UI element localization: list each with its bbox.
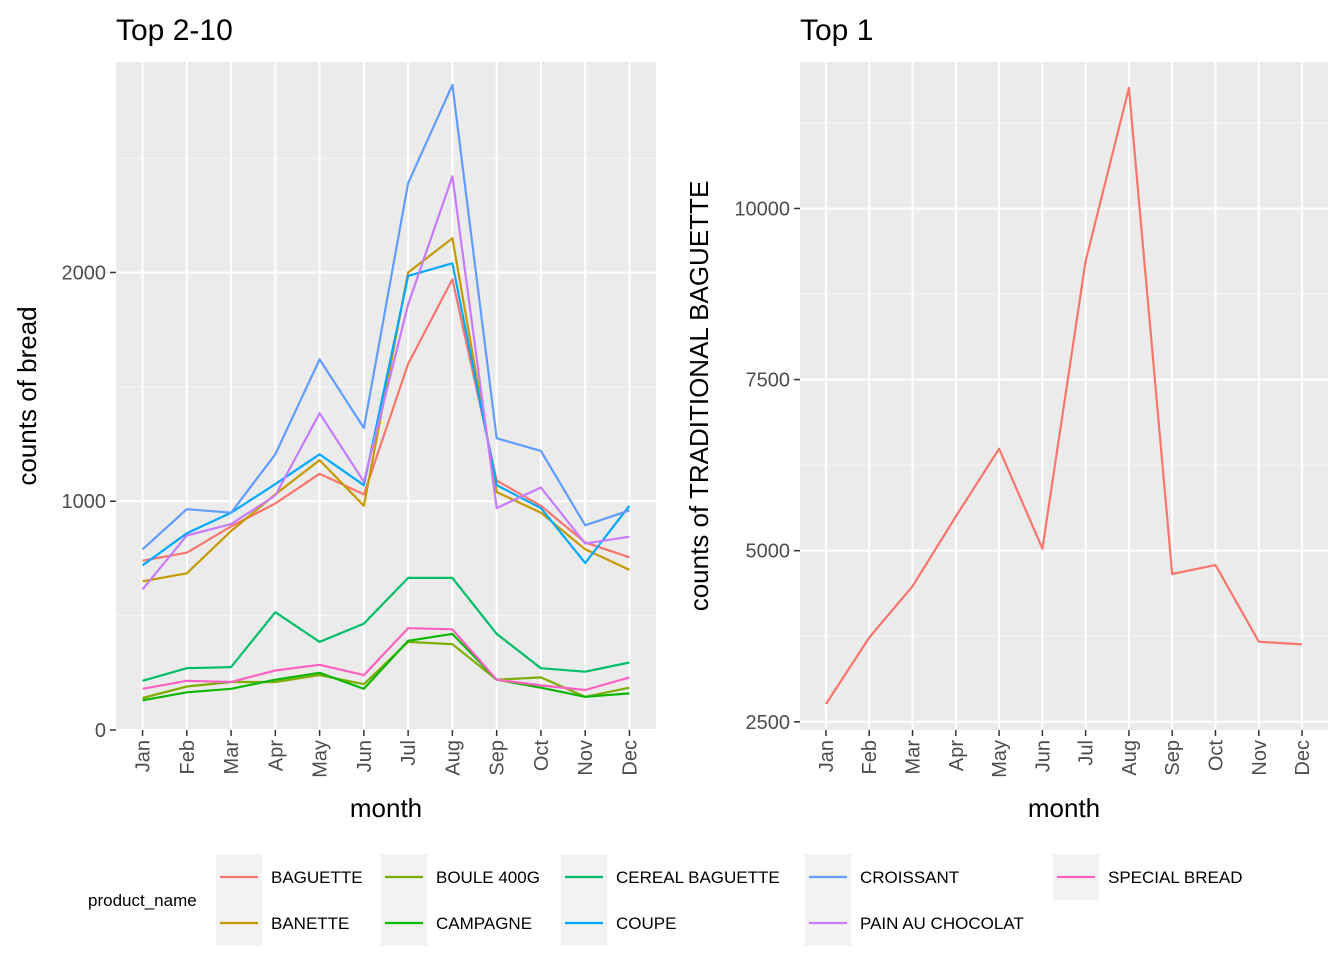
series-line-cereal-baguette	[142, 576, 630, 682]
x-tick-label: Oct	[1205, 740, 1227, 772]
y-tick-label: 2000	[62, 262, 107, 284]
series-line-baguette	[142, 278, 630, 562]
x-tick-label: Jan	[133, 740, 155, 772]
x-tick-label: Feb	[177, 740, 199, 774]
panel-1: 0 1000 2000 Jan Feb Mar Apr May Jun Jul Aug Sep Oct N…	[12, 14, 656, 823]
series-line-campagne	[142, 632, 630, 702]
series-line-special-bread	[142, 627, 630, 692]
x-tick-label: Aug	[1119, 740, 1141, 776]
plot-background	[800, 62, 1328, 730]
y-tick-label: 7500	[746, 370, 791, 392]
legend-title: product_name	[88, 891, 197, 910]
legend-label: BANETTE	[271, 914, 349, 933]
legend-label: BOULE 400G	[436, 868, 540, 887]
panel-title: Top 1	[800, 14, 873, 47]
x-tick-label: Feb	[859, 740, 881, 774]
legend-label: CAMPAGNE	[436, 914, 532, 933]
series-line-traditional-baguette	[825, 86, 1303, 705]
x-tick-label: Jul	[1076, 740, 1098, 766]
series-line-pain-au-chocolat	[141, 175, 630, 590]
x-tick-label: Dec	[619, 740, 641, 776]
x-tick-label: Apr	[265, 740, 287, 771]
x-tick-label: Oct	[531, 740, 553, 772]
series-line-croissant	[141, 83, 630, 551]
x-tick-label: Dec	[1292, 740, 1314, 776]
x-tick-label: Jul	[398, 740, 420, 766]
x-tick-label: Aug	[442, 740, 464, 776]
y-axis-title: counts of bread	[12, 306, 42, 485]
panel-title: Top 2-10	[116, 14, 233, 47]
panel-2: 2500 5000 7500 10000 Jan Feb Mar Apr May Jun Jul Au…	[684, 14, 1328, 823]
x-tick-label: Mar	[221, 740, 243, 775]
x-tick-label: May	[310, 740, 332, 778]
y-tick-label: 0	[95, 720, 106, 742]
x-tick-label: May	[989, 740, 1011, 778]
legend-label: CEREAL BAGUETTE	[616, 868, 780, 887]
y-tick-label: 2500	[746, 712, 791, 734]
y-tick-label: 5000	[746, 541, 791, 563]
legend-label: CROISSANT	[860, 868, 959, 887]
x-tick-label: Jun	[1032, 740, 1054, 772]
y-tick-label: 10000	[734, 198, 790, 220]
x-tick-label: Apr	[946, 740, 968, 771]
legend: product_name BAGUETTE BANETTE BOULE 400G CAM…	[88, 854, 1242, 946]
x-tick-label: Sep	[1162, 740, 1184, 776]
x-tick-label: Mar	[903, 740, 925, 775]
y-tick-label: 1000	[62, 491, 107, 513]
x-tick-label: Jan	[816, 740, 838, 772]
x-tick-label: Jun	[354, 740, 376, 772]
legend-label: COUPE	[616, 914, 676, 933]
legend-label: PAIN AU CHOCOLAT	[860, 914, 1024, 933]
x-tick-label: Nov	[575, 740, 597, 776]
legend-label: BAGUETTE	[271, 868, 363, 887]
legend-label: SPECIAL BREAD	[1108, 868, 1242, 887]
x-axis-title: month	[1028, 793, 1100, 823]
x-tick-label: Nov	[1249, 740, 1271, 776]
series-line-coupe	[141, 262, 631, 567]
x-axis-title: month	[350, 793, 422, 823]
y-axis-title: counts of TRADITIONAL BAGUETTE	[684, 181, 714, 612]
x-tick-label: Sep	[487, 740, 509, 776]
